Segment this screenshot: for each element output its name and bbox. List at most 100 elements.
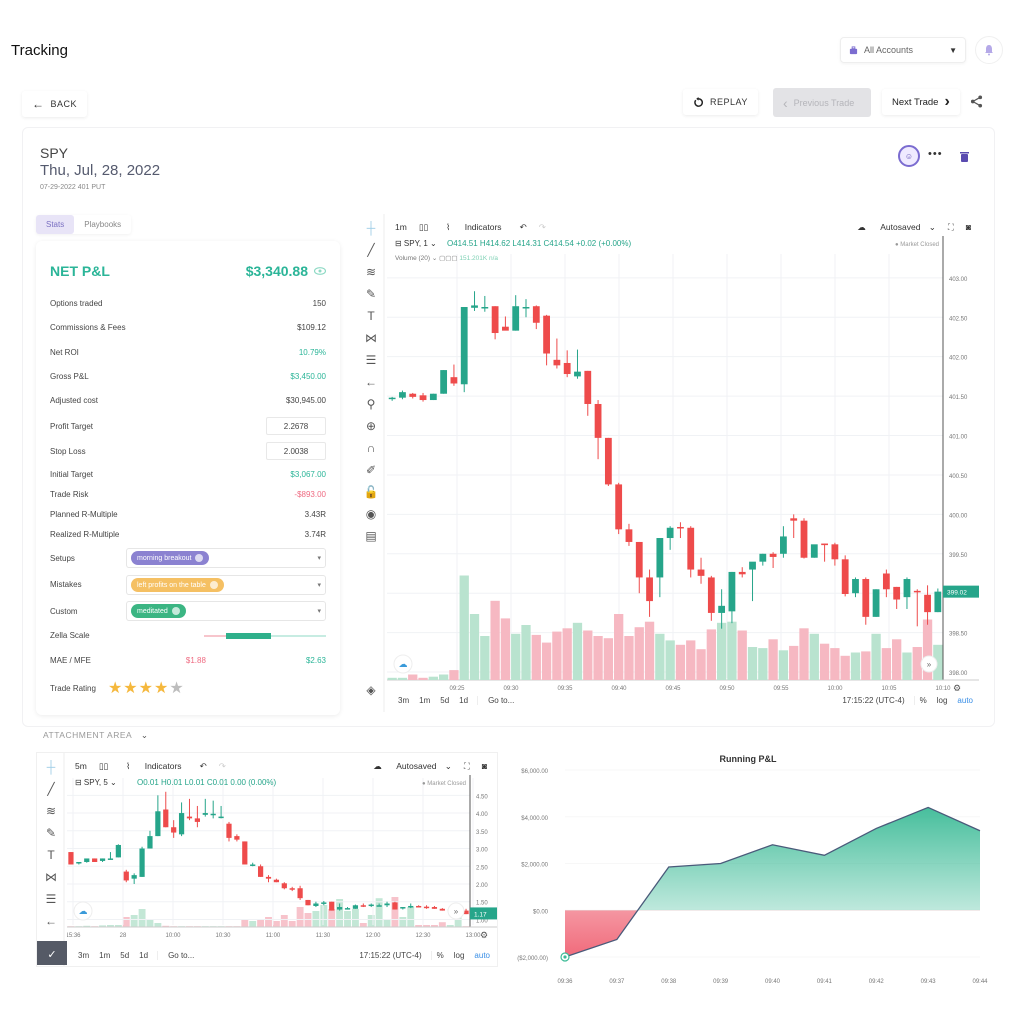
setup-tag[interactable]: morning breakout bbox=[131, 551, 210, 565]
back-button[interactable]: ← BACK bbox=[22, 91, 88, 117]
chevron-down-icon: ▾ bbox=[317, 608, 321, 615]
camera-icon[interactable]: ◙ bbox=[481, 761, 487, 771]
svg-text:09:30: 09:30 bbox=[503, 686, 519, 691]
candlestick-chart[interactable]: 403.00 402.50 402.00 401.50 401.00 400.50 400.… bbox=[387, 236, 979, 691]
range-5d[interactable]: 5d bbox=[440, 695, 450, 705]
candlestick-chart[interactable]: 4.50 4.00 3.50 3.00 2.50 2.00 1.50 1.00 15:36 28 1… bbox=[67, 775, 497, 945]
autosaved-button[interactable]: ☁ Autosaved ⌄ bbox=[361, 761, 458, 772]
tab-stats[interactable]: Stats bbox=[36, 215, 75, 234]
notifications-button[interactable] bbox=[975, 36, 1003, 64]
trade-card bbox=[22, 127, 995, 727]
svg-text:☰: ☰ bbox=[366, 353, 377, 367]
svg-text:4.00: 4.00 bbox=[476, 812, 488, 818]
bell-icon bbox=[985, 45, 993, 56]
interval-button[interactable]: 1m bbox=[395, 222, 407, 232]
svg-text:09:41: 09:41 bbox=[817, 979, 833, 985]
chart-time: 17:15:22 (UTC-4) bbox=[359, 950, 422, 960]
share-button[interactable] bbox=[970, 95, 983, 113]
chevron-down-icon: ⌄ bbox=[140, 730, 149, 740]
auto-toggle[interactable]: auto bbox=[474, 950, 490, 960]
custom-tag[interactable]: meditated bbox=[131, 604, 186, 618]
svg-text:10:00: 10:00 bbox=[827, 686, 843, 691]
svg-text:● Market Closed: ● Market Closed bbox=[422, 781, 466, 787]
svg-text:≋: ≋ bbox=[46, 804, 56, 818]
star-icon: ★ bbox=[153, 680, 170, 697]
svg-text:←: ← bbox=[365, 375, 377, 389]
interval-button[interactable]: 5m bbox=[75, 761, 87, 771]
setups-select[interactable]: morning breakout ▾ bbox=[126, 548, 326, 568]
undo-icon[interactable]: ↶ bbox=[519, 221, 527, 232]
indicators-button[interactable]: ⌇ Indicators bbox=[114, 761, 193, 772]
stat-row: Initial Target $3,067.00 bbox=[50, 470, 326, 479]
range-3m[interactable]: 3m bbox=[78, 950, 90, 960]
previous-trade-button[interactable]: ‹ Previous Trade bbox=[773, 88, 871, 117]
svg-text:400.50: 400.50 bbox=[949, 474, 968, 480]
replay-button[interactable]: REPLAY bbox=[683, 89, 758, 115]
setups-row: Setups bbox=[50, 554, 75, 563]
more-options-icon[interactable]: ••• bbox=[928, 148, 943, 160]
running-pl-chart: Running P&L $6,000.00 $4,000.00 $2,000.00 $0… bbox=[517, 754, 988, 985]
camera-icon[interactable]: ◙ bbox=[965, 222, 971, 232]
share-icon bbox=[970, 95, 983, 108]
svg-text:09:45: 09:45 bbox=[665, 686, 681, 691]
range-1d[interactable]: 1d bbox=[459, 695, 469, 705]
stat-row: Trade Risk -$893.00 bbox=[50, 490, 326, 499]
redo-icon[interactable]: ↷ bbox=[218, 760, 226, 771]
account-select[interactable]: All Accounts ▼ bbox=[840, 37, 966, 63]
log-toggle[interactable]: log bbox=[453, 950, 465, 960]
tab-playbooks[interactable]: Playbooks bbox=[84, 220, 122, 229]
avatar[interactable]: ☺ bbox=[898, 145, 920, 167]
svg-text:╱: ╱ bbox=[366, 242, 375, 257]
svg-text:1.17: 1.17 bbox=[474, 911, 487, 918]
star-rating[interactable]: ★★★★★ bbox=[108, 678, 185, 698]
next-trade-button[interactable]: Next Trade › bbox=[882, 89, 960, 115]
delete-button[interactable] bbox=[960, 149, 969, 167]
svg-text:Running P&L: Running P&L bbox=[720, 754, 777, 764]
svg-text:10:10: 10:10 bbox=[935, 686, 951, 691]
percent-toggle[interactable]: % bbox=[430, 950, 449, 960]
stop-loss-input[interactable]: 2.0038 bbox=[266, 442, 326, 460]
custom-row: Custom bbox=[50, 607, 78, 616]
undo-icon[interactable]: ↶ bbox=[199, 760, 207, 771]
trade-contract: 07-29-2022 401 PUT bbox=[40, 184, 106, 191]
svg-text:⊟ SPY, 1 ⌄: ⊟ SPY, 1 ⌄ bbox=[395, 239, 437, 248]
range-1d[interactable]: 1d bbox=[139, 950, 149, 960]
chevron-down-icon: ▾ bbox=[317, 582, 321, 589]
drawing-toolbar[interactable]: ┼ ╱ ≋ ✎ T ⋈ ☰ ← ✓ bbox=[37, 753, 67, 966]
svg-text:╱: ╱ bbox=[46, 781, 55, 796]
svg-text:▤: ▤ bbox=[365, 529, 376, 543]
svg-text:3.00: 3.00 bbox=[476, 848, 488, 854]
autosaved-button[interactable]: ☁ Autosaved ⌄ bbox=[845, 222, 942, 233]
goto-button[interactable]: Go to... bbox=[477, 695, 519, 705]
indicators-button[interactable]: ⌇ Indicators bbox=[434, 222, 513, 233]
range-5d[interactable]: 5d bbox=[120, 950, 130, 960]
log-toggle[interactable]: log bbox=[936, 695, 948, 705]
svg-text:11:00: 11:00 bbox=[266, 933, 281, 939]
range-3m[interactable]: 3m bbox=[398, 695, 410, 705]
range-1m[interactable]: 1m bbox=[99, 950, 111, 960]
svg-text:∩: ∩ bbox=[367, 441, 376, 455]
svg-text:401.00: 401.00 bbox=[949, 435, 968, 441]
percent-toggle[interactable]: % bbox=[913, 695, 932, 705]
redo-icon[interactable]: ↷ bbox=[538, 221, 546, 232]
attachment-area-toggle[interactable]: ATTACHMENT AREA ⌄ bbox=[43, 730, 149, 740]
candle-type-icon[interactable]: ▯▯ bbox=[418, 221, 429, 232]
eye-icon[interactable] bbox=[314, 267, 326, 275]
range-1m[interactable]: 1m bbox=[419, 695, 431, 705]
chart-time: 17:15:22 (UTC-4) bbox=[842, 695, 905, 705]
net-pl: $3,340.88 bbox=[246, 263, 326, 279]
goto-button[interactable]: Go to... bbox=[157, 950, 199, 960]
profit-target-input[interactable]: 2.2678 bbox=[266, 417, 326, 435]
chart-toolbar: 5m ▯▯ ⌇ Indicators ↶ ↷ bbox=[69, 759, 232, 773]
auto-toggle[interactable]: auto bbox=[957, 695, 973, 705]
fullscreen-icon[interactable]: ⛶ bbox=[947, 221, 954, 232]
custom-select[interactable]: meditated ▾ bbox=[126, 601, 326, 621]
fullscreen-icon[interactable]: ⛶ bbox=[463, 760, 470, 771]
drawing-toolbar[interactable]: ┼ ╱ ≋ ✎ T ⋈ ☰ ← ⚲ ⊕ ∩ ✐ 🔓 ◉ ▤ ◈ bbox=[357, 214, 385, 712]
svg-text:13:00: 13:00 bbox=[465, 933, 481, 939]
mistakes-select[interactable]: left profits on the table ▾ bbox=[126, 575, 326, 595]
stat-row: Adjusted cost $30,945.00 bbox=[50, 396, 326, 405]
svg-text:398.00: 398.00 bbox=[949, 671, 968, 677]
mistake-tag[interactable]: left profits on the table bbox=[131, 578, 224, 592]
candle-type-icon[interactable]: ▯▯ bbox=[98, 760, 109, 771]
